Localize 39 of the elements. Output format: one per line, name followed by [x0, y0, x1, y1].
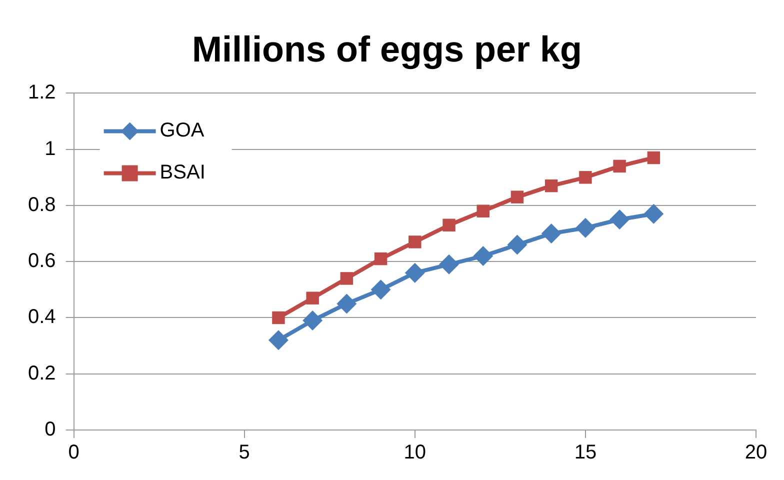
point [340, 272, 354, 285]
point [404, 262, 425, 283]
point [442, 218, 456, 232]
y-tick-label: 0 [44, 418, 56, 441]
point [473, 246, 494, 266]
x-tick-label: 5 [238, 442, 250, 464]
point [336, 294, 357, 314]
x-tick-label: 10 [404, 442, 426, 464]
y-tick-label: 1 [44, 138, 56, 160]
point [408, 236, 422, 248]
point [575, 218, 596, 238]
x-tick-label: 0 [68, 442, 80, 464]
point [610, 210, 630, 230]
chart-title: Millions of eggs per kg [192, 28, 582, 70]
y-tick-label: 0.2 [28, 362, 56, 384]
legend-label: BSAI [160, 162, 206, 184]
point [476, 204, 490, 218]
point [268, 330, 288, 350]
point [374, 252, 388, 266]
point [306, 292, 319, 304]
point [272, 311, 285, 324]
point [647, 151, 660, 164]
point [507, 234, 528, 255]
y-tick-label: 1.2 [28, 82, 56, 104]
x-tick-label: 20 [744, 442, 768, 464]
x-tick-label: 15 [574, 442, 597, 464]
point [613, 160, 626, 173]
point [579, 171, 592, 184]
point [541, 224, 562, 244]
point [644, 204, 664, 224]
y-tick-label: 0.6 [28, 250, 56, 272]
y-tick-label: 0.4 [28, 306, 56, 328]
point [302, 310, 323, 331]
point [510, 190, 524, 204]
point [544, 179, 558, 192]
y-tick-label: 0.8 [28, 194, 56, 216]
point [439, 254, 460, 274]
point [370, 280, 391, 300]
legend-label: GOA [160, 120, 205, 142]
